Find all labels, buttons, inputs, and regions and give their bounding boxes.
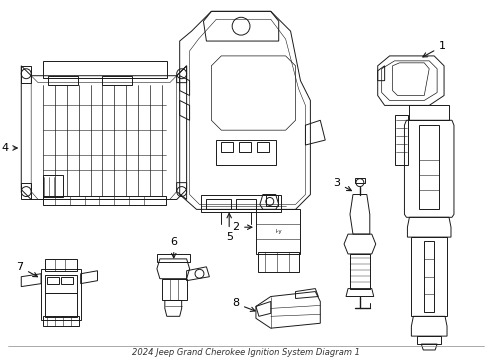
Bar xyxy=(221,142,233,152)
Bar xyxy=(48,76,78,85)
Bar xyxy=(412,237,447,316)
Bar xyxy=(258,252,299,272)
Bar xyxy=(424,241,434,312)
Text: 6: 6 xyxy=(170,237,177,258)
Bar xyxy=(201,194,281,212)
Bar xyxy=(239,142,251,152)
Bar xyxy=(157,254,190,262)
Text: 8: 8 xyxy=(232,298,255,311)
Bar xyxy=(394,115,408,165)
Bar xyxy=(410,105,449,120)
Bar xyxy=(41,269,81,320)
Bar xyxy=(162,279,187,301)
Bar xyxy=(43,175,63,197)
Bar xyxy=(256,210,300,254)
Bar xyxy=(61,277,73,284)
Bar xyxy=(216,140,276,165)
Text: 2: 2 xyxy=(232,222,252,232)
Bar xyxy=(43,316,79,326)
Bar xyxy=(43,61,167,78)
Text: 5: 5 xyxy=(226,213,233,242)
Text: 1: 1 xyxy=(423,41,446,57)
Text: 7: 7 xyxy=(16,262,38,277)
Bar xyxy=(350,254,370,289)
Bar xyxy=(266,194,278,206)
Bar xyxy=(236,199,256,210)
Bar xyxy=(47,277,59,284)
Bar xyxy=(419,125,439,210)
Bar xyxy=(45,259,77,271)
Text: 2024 Jeep Grand Cherokee Ignition System Diagram 1: 2024 Jeep Grand Cherokee Ignition System… xyxy=(132,348,360,357)
Bar xyxy=(417,336,441,344)
Bar xyxy=(102,76,132,85)
Text: 4: 4 xyxy=(1,143,17,153)
Text: l-y: l-y xyxy=(275,229,282,234)
Bar xyxy=(43,195,166,206)
Text: 3: 3 xyxy=(333,177,351,191)
Bar xyxy=(206,199,231,210)
Bar xyxy=(257,142,269,152)
Bar xyxy=(45,293,77,317)
Bar xyxy=(45,275,77,293)
